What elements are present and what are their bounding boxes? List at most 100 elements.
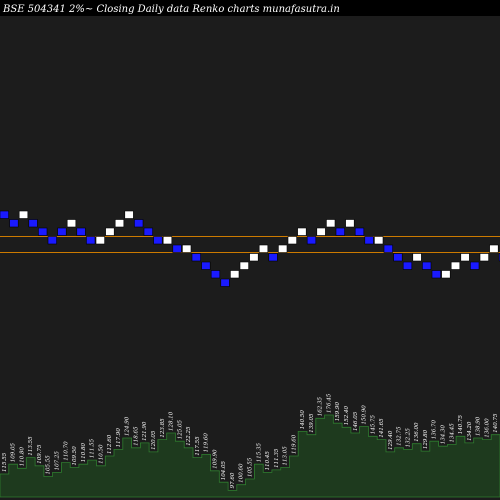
renko-brick-up: [278, 244, 288, 253]
price-label: 136.00: [484, 418, 490, 438]
renko-brick-down: [143, 227, 153, 236]
price-label: 100.60: [239, 463, 245, 483]
price-label: 117.55: [195, 436, 201, 456]
price-label: 109.75: [37, 444, 43, 464]
price-label: 162.35: [318, 397, 324, 417]
price-label: 112.60: [107, 434, 113, 454]
renko-brick-down: [422, 261, 432, 270]
renko-brick-up: [412, 253, 422, 262]
price-label: 140.75: [493, 413, 499, 433]
price-label: 128.10: [169, 411, 175, 431]
renko-brick-down: [402, 261, 413, 270]
renko-brick-down: [393, 253, 403, 262]
price-label: 110.45: [265, 451, 271, 471]
price-label: 134.45: [449, 423, 455, 443]
renko-brick-down: [191, 253, 201, 262]
price-label: 113.55: [28, 436, 34, 456]
renko-brick-up: [182, 244, 192, 253]
renko-brick-up: [297, 227, 307, 236]
renko-brick-up: [489, 244, 499, 253]
renko-brick-up: [66, 219, 77, 228]
renko-brick-up: [105, 227, 115, 236]
renko-brick-down: [57, 227, 67, 236]
chart-title: BSE 504341 2%~ Closing Daily data Renko …: [2, 4, 340, 15]
price-label: 105.55: [46, 455, 52, 475]
renko-brick-down: [268, 253, 278, 262]
price-label: 152.40: [344, 406, 350, 426]
price-label: 125.05: [177, 419, 183, 439]
price-label: 110.80: [81, 442, 87, 462]
price-label: 111.35: [274, 448, 280, 468]
price-label: 115.55: [2, 452, 8, 472]
renko-brick-up: [18, 210, 29, 219]
price-label: 115.35: [256, 442, 262, 462]
price-label: 105.55: [248, 457, 254, 477]
renko-brick-up: [162, 236, 173, 245]
renko-brick-down: [335, 227, 345, 236]
volume-area: [0, 414, 500, 498]
price-label: 122.25: [186, 426, 192, 446]
renko-brick-down: [38, 227, 48, 236]
volume-layer: [0, 414, 500, 498]
price-label: 109.50: [72, 446, 78, 466]
bricks-layer: [0, 210, 500, 287]
renko-brick-down: [470, 261, 480, 270]
price-label: 118.65: [134, 426, 140, 446]
price-label: 117.90: [116, 428, 122, 448]
price-label: 111.55: [90, 438, 96, 458]
price-label: 145.75: [370, 415, 376, 435]
renko-brick-down: [172, 244, 182, 253]
renko-brick-up: [450, 261, 461, 270]
price-label: 140.75: [458, 415, 464, 435]
renko-brick-up: [316, 227, 326, 236]
renko-brick-up: [287, 236, 297, 245]
renko-brick-down: [306, 236, 317, 245]
renko-brick-down: [28, 219, 38, 228]
renko-brick-down: [220, 278, 230, 287]
price-label: 97.60: [230, 472, 236, 488]
price-label: 132.75: [397, 426, 403, 446]
price-label: 119.60: [291, 434, 297, 454]
price-label: 134.20: [467, 421, 473, 441]
renko-brick-up: [479, 253, 489, 262]
price-label: 138.90: [476, 416, 482, 436]
renko-brick-down: [383, 244, 393, 253]
renko-brick-down: [201, 261, 211, 270]
renko-brick-up: [441, 270, 451, 279]
price-label: 113.05: [283, 446, 289, 466]
price-label: 107.25: [55, 451, 61, 471]
renko-brick-up: [95, 236, 105, 245]
price-label: 104.05: [221, 460, 227, 480]
price-label: 159.90: [335, 401, 341, 421]
price-label: 140.50: [300, 410, 306, 430]
price-label: 120.05: [151, 430, 157, 450]
renko-brick-down: [86, 236, 96, 245]
price-label: 134.30: [441, 424, 447, 444]
price-label: 110.50: [98, 444, 104, 464]
renko-brick-down: [431, 270, 441, 279]
price-label: 129.80: [423, 429, 429, 449]
renko-brick-down: [9, 219, 19, 228]
price-label: 139.05: [309, 413, 315, 433]
price-label: 146.05: [353, 411, 359, 431]
renko-brick-up: [460, 253, 470, 262]
renko-brick-down: [354, 227, 365, 236]
renko-brick-up: [249, 253, 259, 262]
renko-brick-down: [134, 219, 144, 228]
renko-brick-down: [364, 236, 374, 245]
price-label: 109.90: [212, 449, 218, 469]
price-label: 136.00: [414, 422, 420, 442]
renko-brick-down: [210, 270, 221, 279]
price-label: 124.90: [125, 416, 131, 436]
renko-brick-up: [114, 219, 125, 228]
renko-brick-up: [374, 236, 384, 245]
price-label: 176.45: [326, 393, 332, 413]
price-label: 110.80: [19, 447, 25, 467]
renko-brick-down: [0, 210, 9, 219]
renko-brick-up: [326, 219, 336, 228]
renko-brick-down: [76, 227, 86, 236]
renko-brick-down: [153, 236, 163, 245]
renko-brick-down: [47, 236, 57, 245]
